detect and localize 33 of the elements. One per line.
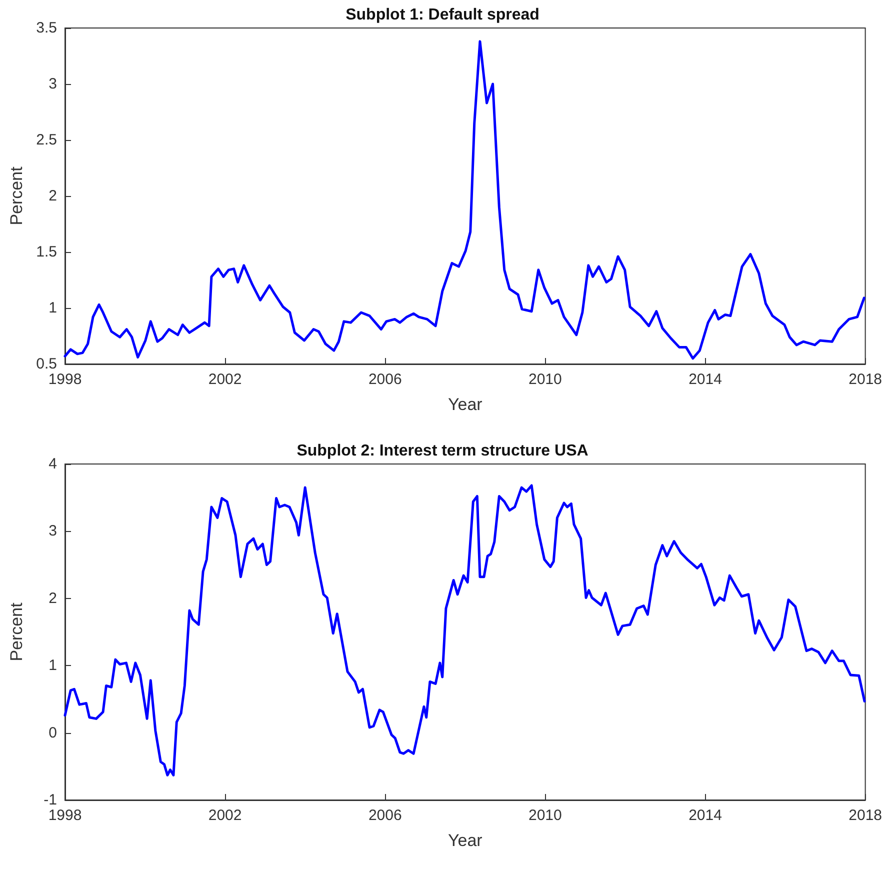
y-axis-title: Percent bbox=[7, 602, 26, 662]
y-tick-label: -1 bbox=[44, 792, 57, 808]
x-axis-title: Year bbox=[448, 395, 483, 414]
x-tick-label: 2010 bbox=[528, 371, 562, 388]
y-tick-label: 2.5 bbox=[36, 132, 57, 148]
y-tick-label: 3.5 bbox=[36, 20, 57, 36]
y-tick-label: 2 bbox=[48, 188, 57, 204]
x-tick-label: 2018 bbox=[848, 371, 882, 388]
x-tick-label: 2014 bbox=[688, 371, 722, 388]
line-series bbox=[64, 40, 866, 360]
y-tick-label: 0.5 bbox=[36, 356, 57, 372]
y-tick-label: 0 bbox=[48, 724, 57, 742]
y-tick-label: 4 bbox=[48, 456, 57, 472]
y-tick-label: 1 bbox=[48, 657, 57, 674]
x-tick-label: 1998 bbox=[48, 807, 82, 824]
y-tick-label: 1.5 bbox=[36, 244, 57, 260]
x-tick-label: 2014 bbox=[688, 807, 722, 824]
x-tick-label: 2002 bbox=[208, 807, 242, 824]
line-series bbox=[64, 484, 866, 776]
x-axis-title: Year bbox=[448, 831, 483, 850]
x-tick-label: 2002 bbox=[208, 371, 242, 388]
chart-title: Subplot 1: Default spread bbox=[346, 6, 540, 24]
x-tick-label: 2010 bbox=[528, 807, 562, 824]
x-tick-label: 2006 bbox=[368, 371, 402, 388]
y-tick-label: 2 bbox=[48, 590, 57, 607]
y-axis-title: Percent bbox=[7, 166, 26, 226]
y-tick-label: 3 bbox=[48, 522, 57, 540]
x-tick-label: 2006 bbox=[368, 807, 402, 824]
chart-title: Subplot 2: Interest term structure USA bbox=[296, 442, 589, 460]
x-tick-label: 1998 bbox=[48, 371, 82, 388]
y-tick-label: 1 bbox=[48, 300, 57, 316]
y-tick-label: 3 bbox=[48, 76, 57, 92]
x-tick-label: 2018 bbox=[848, 807, 882, 824]
